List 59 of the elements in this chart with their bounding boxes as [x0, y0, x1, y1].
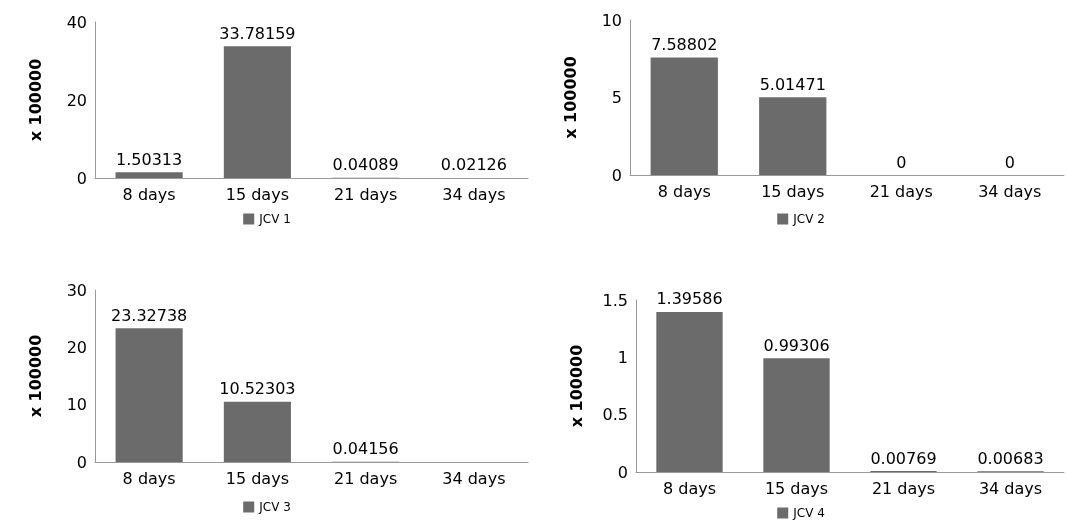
x-tick-label: 21 days [334, 468, 398, 488]
data-label: 5.01471 [759, 74, 826, 94]
bar [223, 401, 291, 462]
y-tick-label: 40 [66, 12, 87, 32]
bar [223, 46, 291, 178]
x-tick-label: 21 days [871, 478, 936, 498]
y-tick-label: 0 [611, 165, 622, 185]
data-label: 0 [1004, 152, 1015, 172]
y-tick-label: 20 [66, 337, 87, 357]
x-tick-label: 34 days [978, 181, 1042, 201]
x-tick-label: 8 days [662, 478, 717, 498]
y-axis-title: x 100000 [560, 56, 580, 139]
y-tick-label: 0.5 [602, 405, 628, 425]
data-label: 0.04156 [332, 439, 399, 459]
y-axis-title: x 100000 [566, 344, 586, 428]
data-label: 0 [896, 152, 907, 172]
y-tick-label: 1.5 [602, 290, 628, 310]
y-tick-label: 10 [66, 395, 87, 415]
bar [763, 358, 830, 472]
y-tick-label: 0 [76, 168, 87, 188]
y-tick-label: 5 [611, 88, 622, 107]
y-axis-title: x 100000 [25, 334, 45, 418]
y-axis-title: x 100000 [25, 58, 45, 142]
y-tick-label: 10 [601, 10, 622, 30]
y-tick-label: 20 [66, 90, 87, 110]
data-label: 0.04089 [332, 155, 399, 175]
x-tick-label: 8 days [122, 184, 176, 204]
x-tick-label: 34 days [442, 468, 506, 488]
y-tick-label: 30 [66, 280, 87, 300]
y-tick-label: 1 [617, 347, 628, 367]
data-label: 1.50313 [116, 149, 183, 169]
x-tick-label: 8 days [122, 468, 176, 488]
x-tick-label: 15 days [761, 181, 825, 201]
x-tick-label: 15 days [225, 468, 289, 488]
x-tick-label: 8 days [657, 181, 711, 201]
y-tick-label: 0 [76, 452, 87, 472]
data-label: 0.00683 [977, 448, 1044, 468]
data-label: 1.39586 [656, 289, 723, 309]
data-label: 0.02126 [440, 155, 507, 175]
y-tick-label: 0 [617, 462, 628, 482]
data-label: 10.52303 [219, 379, 296, 399]
x-tick-label: 21 days [869, 181, 933, 201]
data-label: 0.99306 [763, 335, 830, 355]
data-label: 0.00769 [870, 448, 937, 468]
data-label: 33.78159 [219, 23, 296, 43]
data-label: 23.32738 [110, 305, 188, 325]
x-tick-label: 34 days [978, 478, 1043, 498]
x-tick-label: 34 days [442, 184, 506, 204]
x-tick-label: 15 days [225, 184, 289, 204]
bar [115, 328, 183, 462]
x-tick-label: 15 days [764, 478, 829, 498]
bar [115, 172, 183, 178]
data-label: 7.58802 [651, 34, 718, 54]
legend-label: JCV 1 [258, 212, 291, 226]
legend-label: JCV 4 [792, 506, 825, 520]
legend-label: JCV 2 [792, 212, 825, 226]
x-tick-label: 21 days [334, 184, 398, 204]
bar [656, 311, 723, 472]
legend-label: JCV 3 [258, 500, 291, 514]
